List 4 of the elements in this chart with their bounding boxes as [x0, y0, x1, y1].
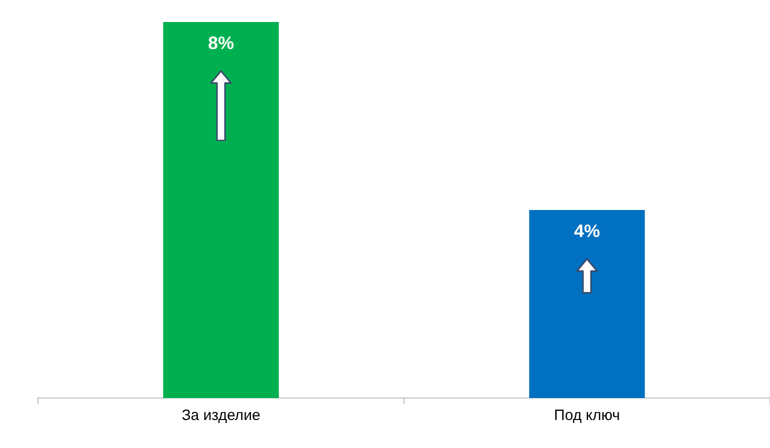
- x-tick-label: Под ключ: [554, 407, 620, 424]
- data-label: 8%: [208, 32, 234, 53]
- x-tick-label: За изделие: [182, 407, 260, 424]
- data-label: 4%: [574, 220, 600, 241]
